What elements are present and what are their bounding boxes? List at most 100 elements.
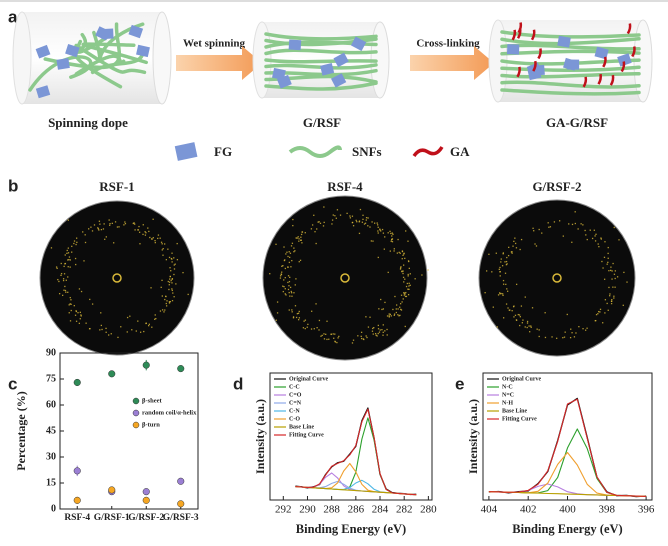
pattern-speckle	[310, 228, 313, 230]
pattern-speckle	[613, 295, 615, 297]
pattern-speckle	[404, 278, 406, 280]
pattern-speckle	[289, 252, 292, 254]
pattern-speckle	[334, 333, 336, 335]
pattern-speckle	[511, 251, 513, 253]
pattern-speckle	[283, 286, 285, 288]
pattern-speckle	[316, 228, 318, 230]
pattern-speckle	[160, 241, 163, 243]
plot-frame	[59, 352, 199, 510]
pattern-speckle	[148, 230, 150, 233]
pattern-speckle	[407, 240, 409, 242]
pattern-speckle	[281, 271, 283, 273]
pattern-speckle	[291, 259, 293, 262]
pattern-speckle	[361, 221, 364, 223]
y-tick-label: 0	[51, 503, 56, 514]
pattern-speckle	[351, 215, 354, 217]
pattern-speckle	[508, 309, 510, 311]
pattern-speckle	[544, 312, 546, 314]
pattern-speckle	[553, 221, 556, 223]
pattern-speckle	[365, 216, 368, 219]
pattern-speckle	[65, 291, 67, 293]
pattern-speckle	[269, 273, 271, 275]
pattern-speckle	[372, 240, 374, 242]
pattern-speckle	[173, 296, 175, 298]
pattern-speckle	[169, 275, 171, 278]
pattern-speckle	[68, 256, 71, 258]
pattern-speckle	[512, 245, 514, 247]
legend-label: C-N	[289, 408, 300, 414]
pattern-speckle	[61, 294, 64, 297]
ga-link	[620, 61, 626, 73]
pattern-speckle	[607, 261, 609, 264]
pattern-speckle	[67, 219, 70, 221]
pattern-speckle	[484, 292, 486, 294]
pattern-speckle	[505, 264, 508, 266]
pattern-speckle	[392, 233, 394, 235]
fiber	[500, 65, 641, 73]
pattern-speckle	[171, 282, 173, 284]
pattern-speckle	[584, 229, 586, 232]
pattern-speckle	[520, 238, 523, 241]
pattern-speckle	[100, 324, 102, 327]
pattern-speckle	[391, 235, 393, 237]
pattern-speckle	[138, 231, 141, 233]
pattern-speckle	[607, 252, 609, 255]
pattern-speckle	[402, 272, 404, 275]
pattern-speckle	[394, 295, 396, 298]
pattern-speckle	[600, 237, 602, 239]
pattern-speckle	[164, 298, 166, 301]
pattern-speckle	[528, 325, 530, 327]
pattern-speckle	[82, 231, 84, 233]
legend-label: Fitting Curve	[502, 416, 537, 422]
pattern-speckle	[501, 265, 504, 267]
pattern-speckle	[328, 338, 330, 340]
pattern-speckle	[488, 253, 490, 255]
legend-marker	[132, 409, 140, 417]
fg-sheet	[272, 67, 286, 81]
pattern-disc	[39, 200, 195, 356]
pattern-speckle	[403, 292, 406, 294]
pattern-speckle	[292, 316, 295, 318]
series-line	[488, 398, 647, 497]
pattern-speckle	[286, 251, 288, 253]
pattern-speckle	[132, 222, 134, 225]
pattern-speckle	[332, 214, 334, 216]
cylinder-end	[152, 11, 172, 105]
pattern-speckle	[293, 251, 295, 253]
pattern-speckle	[145, 322, 147, 324]
pattern-speckle	[613, 226, 615, 229]
pattern-speckle	[387, 271, 389, 274]
pattern-speckle	[66, 249, 68, 252]
pattern-speckle	[392, 308, 394, 311]
pattern-speckle	[499, 293, 501, 295]
pattern-speckle	[163, 311, 165, 313]
pattern-speckle	[391, 232, 393, 234]
x-axis-label: Binding Energy (eV)	[512, 522, 622, 536]
pattern-speckle	[63, 265, 65, 268]
pattern-speckle	[117, 336, 119, 339]
pattern-speckle	[585, 329, 587, 331]
pattern-speckle	[58, 292, 61, 295]
pattern-speckle	[573, 336, 576, 338]
pattern-speckle	[405, 295, 408, 298]
pattern-speckle	[298, 240, 300, 242]
pattern-speckle	[103, 223, 105, 225]
pattern-speckle	[287, 288, 290, 291]
x-tick-label: 402	[520, 504, 537, 516]
pattern-speckle	[313, 214, 315, 216]
pattern-speckle	[379, 329, 381, 331]
pattern-speckle	[367, 225, 369, 227]
pattern-speckle	[152, 218, 154, 220]
ga-link	[609, 74, 615, 86]
pattern-speckle	[405, 230, 407, 232]
pattern-speckle	[623, 271, 625, 274]
pattern-speckle	[50, 247, 53, 249]
fg-sheet	[567, 59, 580, 70]
fg-sheet	[594, 46, 609, 60]
pattern-speckle	[396, 252, 398, 254]
pattern-speckle	[120, 326, 122, 328]
pattern-speckle	[335, 217, 337, 219]
pattern-speckle	[393, 313, 396, 315]
pattern-speckle	[533, 230, 535, 232]
y-tick-label: 90	[46, 347, 56, 358]
